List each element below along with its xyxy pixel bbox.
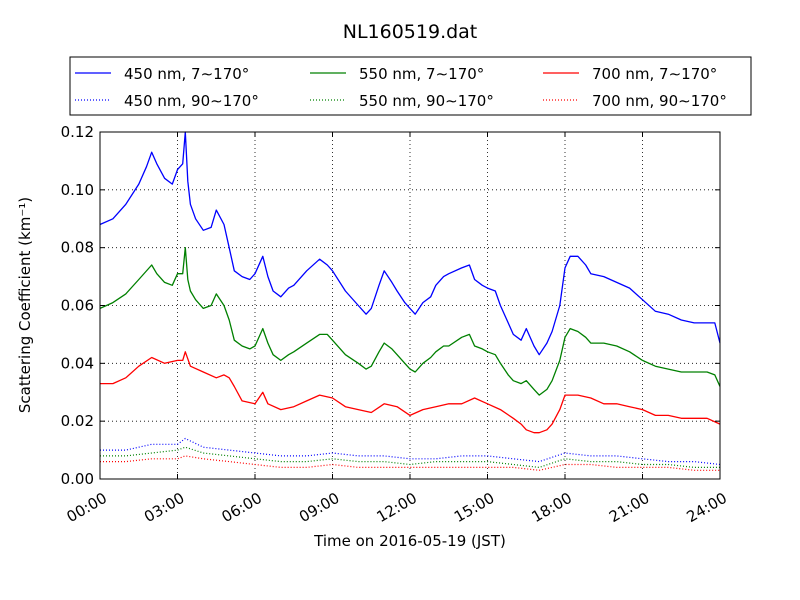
legend-label: 450 nm, 90∼170° bbox=[124, 92, 259, 110]
y-tick-label: 0.00 bbox=[61, 470, 94, 488]
legend-box bbox=[69, 56, 752, 116]
legend-label: 700 nm, 90∼170° bbox=[592, 92, 727, 110]
grid bbox=[100, 132, 720, 479]
legend-label: 550 nm, 7∼170° bbox=[359, 65, 484, 83]
y-tick-label: 0.10 bbox=[61, 181, 94, 199]
legend-label: 700 nm, 7∼170° bbox=[592, 65, 717, 83]
legend-label: 450 nm, 7∼170° bbox=[124, 65, 249, 83]
series-line-3 bbox=[100, 351, 721, 434]
y-tick-label: 0.02 bbox=[61, 412, 94, 430]
y-tick-label: 0.04 bbox=[61, 354, 94, 372]
y-axis-label: Scattering Coefficient (km⁻¹) bbox=[16, 197, 34, 413]
y-tick-label: 0.06 bbox=[61, 297, 94, 315]
y-tick-label: 0.12 bbox=[61, 123, 94, 141]
y-tick-label: 0.08 bbox=[61, 239, 94, 257]
legend-label: 550 nm, 90∼170° bbox=[359, 92, 494, 110]
series-line-2 bbox=[99, 247, 721, 396]
series-line-1 bbox=[99, 131, 721, 356]
x-axis-label: Time on 2016-05-19 (JST) bbox=[313, 532, 506, 550]
plot-lines bbox=[99, 131, 721, 471]
series-line-4 bbox=[100, 437, 721, 466]
legend: 450 nm, 7∼170° 550 nm, 7∼170° 700 nm, 7∼17… bbox=[69, 56, 752, 116]
chart-title: NL160519.dat bbox=[343, 21, 478, 43]
